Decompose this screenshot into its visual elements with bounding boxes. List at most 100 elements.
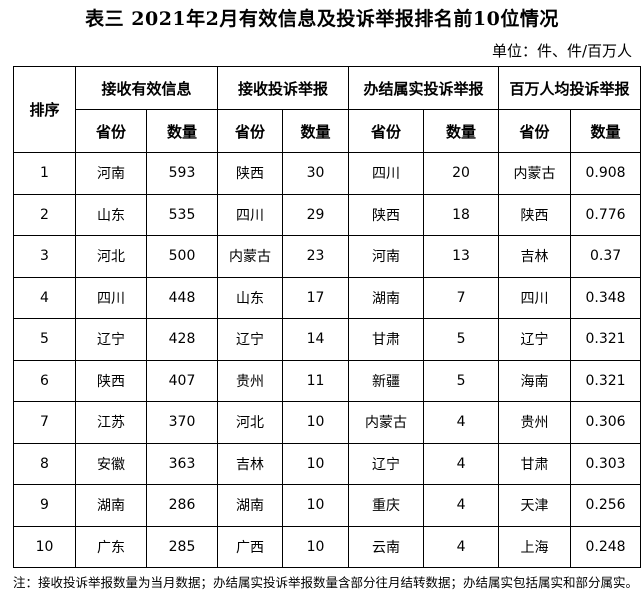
table-row: 6 陕西 407 贵州 11 新疆 5 海南 0.321	[13, 359, 642, 402]
province-cell: 安徽	[75, 442, 147, 485]
province-cell: 贵州	[217, 359, 284, 402]
count-cell: 593	[145, 152, 219, 195]
count-cell: 4	[423, 484, 500, 527]
count-cell: 500	[145, 235, 219, 278]
count-header: 数量	[423, 109, 500, 153]
table-row: 2 山东 535 四川 29 陕西 18 陕西 0.776	[13, 193, 642, 236]
count-cell: 17	[282, 276, 350, 319]
rank-cell: 3	[13, 235, 76, 278]
count-cell: 13	[423, 235, 500, 278]
unit-label: 单位：件、件/百万人	[491, 42, 632, 60]
table-row: 7 江苏 370 河北 10 内蒙古 4 贵州 0.306	[13, 401, 642, 444]
province-cell: 陕西	[348, 193, 425, 236]
count-cell: 20	[423, 152, 500, 195]
rank-cell: 8	[13, 442, 76, 485]
count-cell: 0.321	[570, 359, 642, 402]
province-cell: 云南	[348, 525, 425, 568]
rank-cell: 1	[13, 152, 76, 195]
rank-cell: 9	[13, 484, 76, 527]
rank-cell: 10	[13, 525, 76, 568]
province-cell: 重庆	[348, 484, 425, 527]
table-row: 10 广东 285 广西 10 云南 4 上海 0.248	[13, 525, 642, 568]
count-cell: 10	[282, 401, 350, 444]
table-row: 3 河北 500 内蒙古 23 河南 13 吉林 0.37	[13, 235, 642, 278]
rank-cell: 7	[13, 401, 76, 444]
group-header: 接收投诉举报	[217, 66, 350, 110]
count-cell: 23	[282, 235, 350, 278]
province-cell: 辽宁	[217, 318, 284, 361]
count-cell: 0.348	[570, 276, 642, 319]
count-cell: 285	[145, 525, 219, 568]
table-row: 9 湖南 286 湖南 10 重庆 4 天津 0.256	[13, 484, 642, 527]
count-cell: 4	[423, 525, 500, 568]
province-cell: 四川	[498, 276, 572, 319]
province-cell: 四川	[217, 193, 284, 236]
table-row: 8 安徽 363 吉林 10 辽宁 4 甘肃 0.303	[13, 442, 642, 485]
province-cell: 四川	[348, 152, 425, 195]
province-cell: 湖南	[75, 484, 147, 527]
province-cell: 内蒙古	[217, 235, 284, 278]
province-cell: 辽宁	[498, 318, 572, 361]
province-cell: 甘肃	[498, 442, 572, 485]
count-cell: 18	[423, 193, 500, 236]
province-cell: 吉林	[217, 442, 284, 485]
province-cell: 新疆	[348, 359, 425, 402]
count-cell: 30	[282, 152, 350, 195]
group-header: 百万人均投诉举报	[498, 66, 642, 110]
count-cell: 0.321	[570, 318, 642, 361]
count-cell: 7	[423, 276, 500, 319]
count-cell: 5	[423, 359, 500, 402]
province-cell: 天津	[498, 484, 572, 527]
count-cell: 0.37	[570, 235, 642, 278]
count-header: 数量	[282, 109, 350, 153]
count-cell: 0.908	[570, 152, 642, 195]
province-header: 省份	[498, 109, 572, 153]
ranking-table: 排序 接收有效信息 接收投诉举报 办结属实投诉举报 百万人均投诉举报 省份 数量省…	[13, 66, 642, 568]
province-header: 省份	[75, 109, 147, 153]
province-header: 省份	[348, 109, 425, 153]
province-cell: 辽宁	[348, 442, 425, 485]
group-header-row: 排序 接收有效信息 接收投诉举报 办结属实投诉举报 百万人均投诉举报	[13, 66, 642, 153]
province-cell: 陕西	[217, 152, 284, 195]
province-cell: 内蒙古	[498, 152, 572, 195]
sub-header-row: 省份 数量 省份 数量 省份 数量 省份 数量	[14, 109, 642, 153]
rank-header: 排序	[13, 66, 76, 153]
count-cell: 4	[423, 401, 500, 444]
count-header: 数量	[145, 109, 219, 153]
province-cell: 河南	[348, 235, 425, 278]
count-cell: 286	[145, 484, 219, 527]
count-cell: 14	[282, 318, 350, 361]
province-cell: 河南	[75, 152, 147, 195]
province-cell: 辽宁	[75, 318, 147, 361]
province-cell: 陕西	[498, 193, 572, 236]
province-cell: 河北	[75, 235, 147, 278]
count-cell: 448	[145, 276, 219, 319]
table-row: 5 辽宁 428 辽宁 14 甘肃 5 辽宁 0.321	[13, 318, 642, 361]
province-cell: 河北	[217, 401, 284, 444]
count-cell: 10	[282, 525, 350, 568]
province-cell: 四川	[75, 276, 147, 319]
count-cell: 0.256	[570, 484, 642, 527]
group-header: 接收有效信息	[74, 66, 219, 110]
table-body: 1 河南 593 陕西 30 四川 20 内蒙古 0.908 2 山东 535 四川 29 陕西 18 陕西 0.…	[13, 152, 642, 568]
province-cell: 湖南	[217, 484, 284, 527]
count-cell: 0.776	[570, 193, 642, 236]
group-header: 办结属实投诉举报	[348, 66, 500, 110]
rank-cell: 6	[13, 359, 76, 402]
count-cell: 29	[282, 193, 350, 236]
count-cell: 4	[423, 442, 500, 485]
count-cell: 0.303	[570, 442, 642, 485]
province-cell: 贵州	[498, 401, 572, 444]
province-cell: 湖南	[348, 276, 425, 319]
table-title: 表三 2021年2月有效信息及投诉举报排名前10位情况	[85, 8, 559, 30]
province-cell: 广东	[75, 525, 147, 568]
count-cell: 10	[282, 442, 350, 485]
province-header: 省份	[217, 109, 284, 153]
province-cell: 江苏	[75, 401, 147, 444]
count-cell: 11	[282, 359, 350, 402]
province-cell: 山东	[217, 276, 284, 319]
count-cell: 363	[145, 442, 219, 485]
count-cell: 407	[145, 359, 219, 402]
rank-cell: 5	[13, 318, 76, 361]
count-cell: 0.306	[570, 401, 642, 444]
